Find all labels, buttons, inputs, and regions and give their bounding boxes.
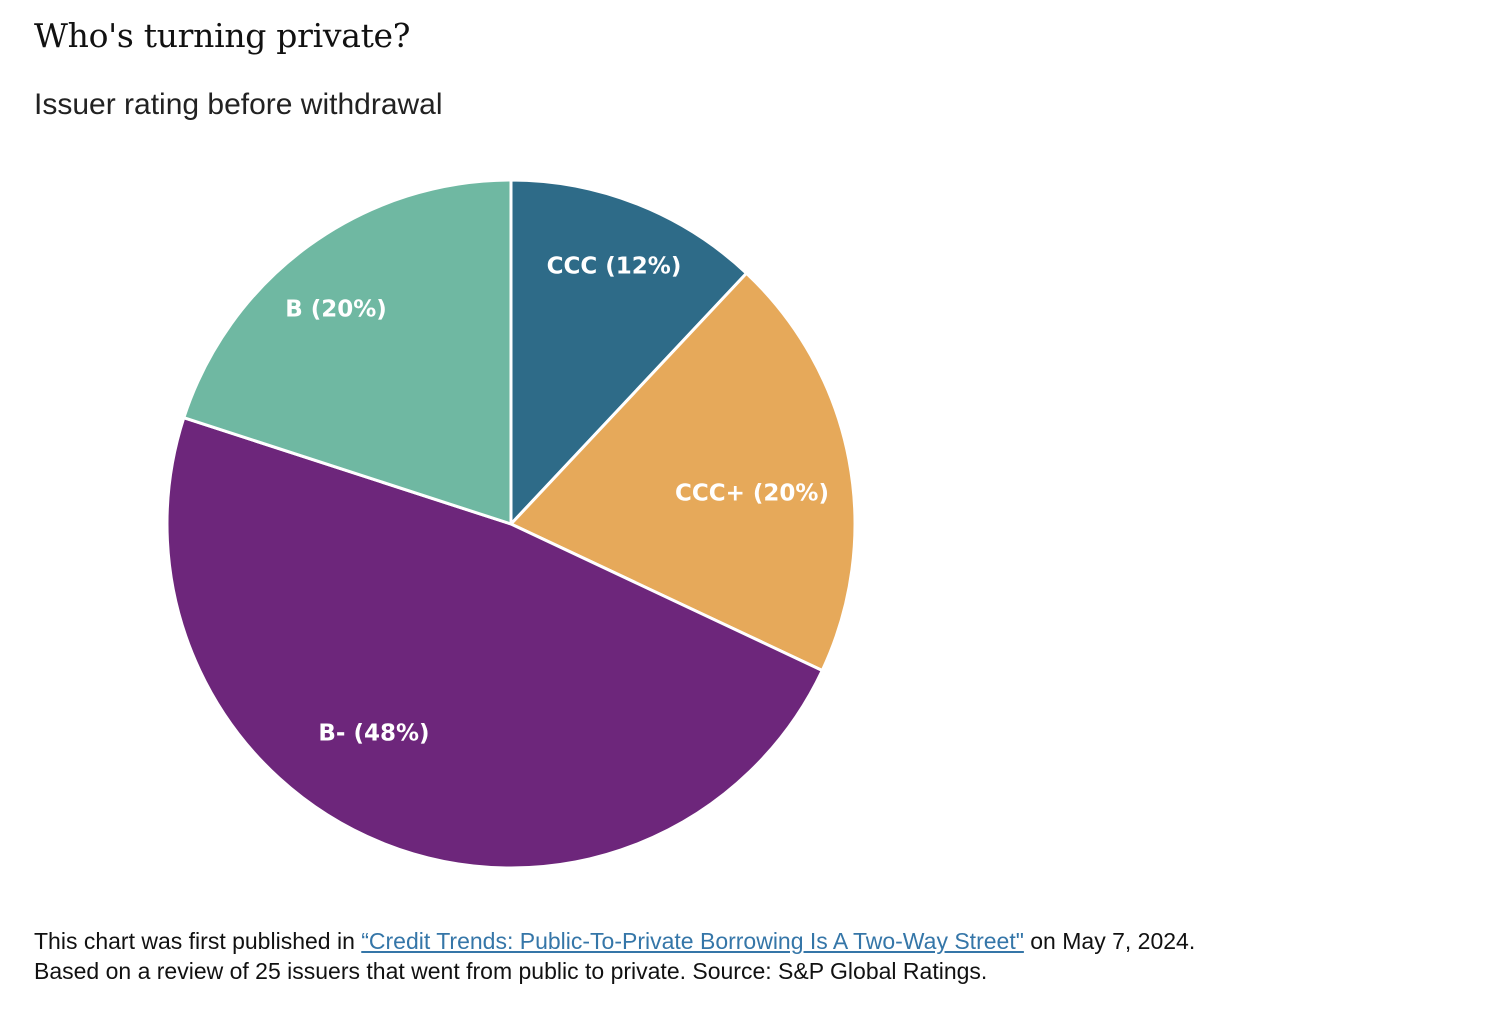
footnote-date: on May 7, 2024. (1023, 928, 1196, 954)
pie-slice-b (182, 178, 513, 526)
footnote-source: Based on a review of 25 issuers that wen… (34, 958, 988, 984)
slice-label-b-minus: B- (48%) (318, 721, 429, 747)
slice-label-ccc-plus: CCC+ (20%) (675, 481, 829, 507)
pie-slice-ccc-plus (509, 271, 857, 672)
footnote-prefix: This chart was first published in (34, 928, 362, 954)
slice-label-ccc: CCC (12%) (547, 254, 682, 280)
pie-slice-ccc (509, 178, 748, 526)
slice-label-b: B (20%) (285, 297, 387, 323)
chart-title: Who's turning private? (34, 16, 411, 55)
footnote: This chart was first published in “Credi… (34, 926, 1195, 986)
source-article-link[interactable]: “Credit Trends: Public-To-Private Borrow… (361, 928, 1024, 954)
pie-slice-b-minus (165, 416, 824, 870)
chart-subtitle: Issuer rating before withdrawal (34, 88, 443, 121)
